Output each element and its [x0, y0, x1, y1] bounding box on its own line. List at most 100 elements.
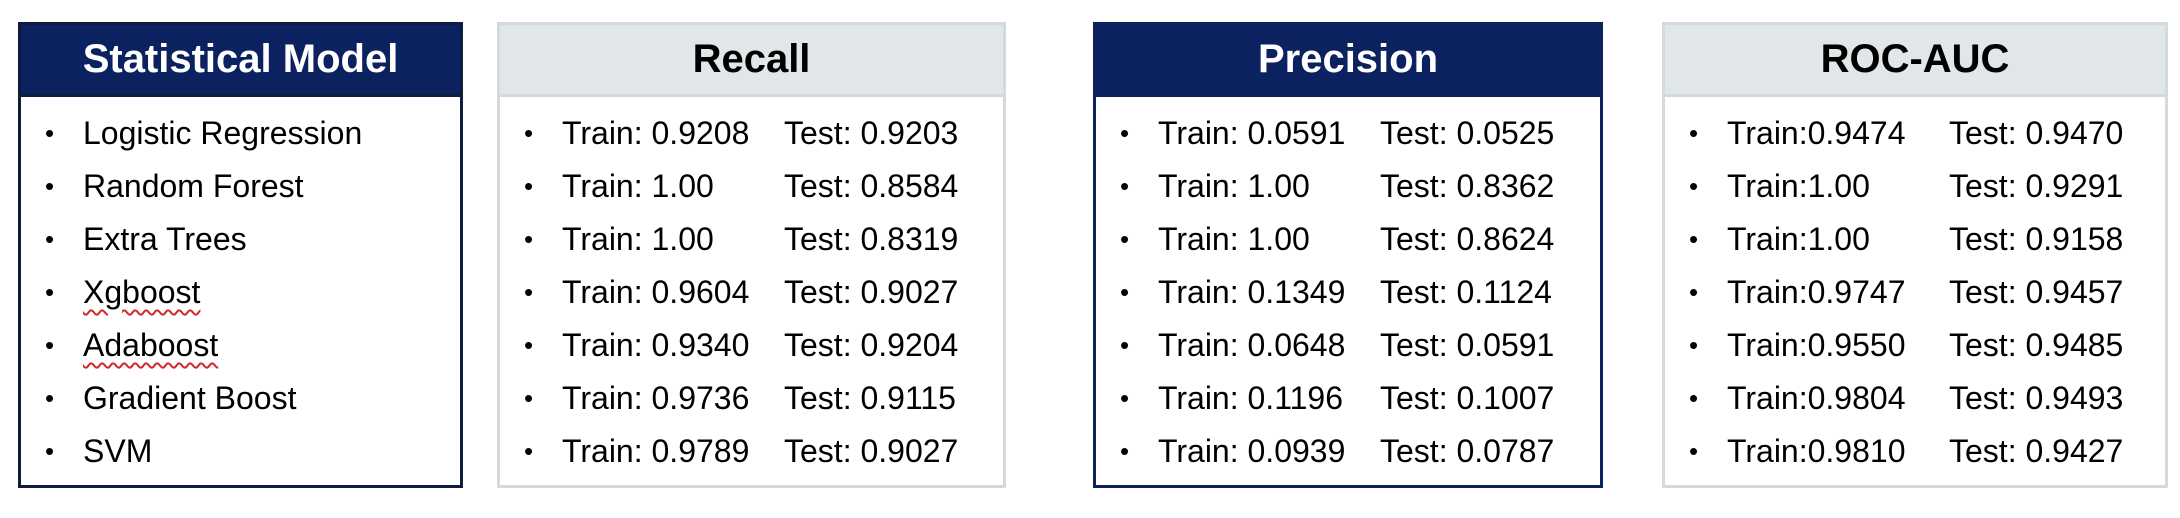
test-value: Test: 0.1007 — [1380, 380, 1555, 416]
bullet-icon: • — [1689, 224, 1699, 254]
bullet-icon: • — [1689, 118, 1699, 148]
train-value: Train: 1.00 — [1158, 168, 1310, 204]
train-value: Train: 1.00 — [562, 168, 714, 204]
model-label: Gradient Boost — [83, 380, 297, 416]
list-item: • Adaboost — [21, 319, 460, 372]
train-value: Train:1.00 — [1727, 168, 1870, 204]
bullet-icon: • — [45, 224, 55, 254]
test-value: Test: 0.9027 — [784, 433, 959, 469]
list-item: • Train:0.9804 Test: 0.9493 — [1665, 372, 2165, 425]
list-item: • Train: 0.9736 Test: 0.9115 — [500, 372, 1003, 425]
bullet-icon: • — [1689, 330, 1699, 360]
bullet-icon: • — [1120, 118, 1130, 148]
list-item: • Train: 0.9208 Test: 0.9203 — [500, 107, 1003, 160]
list-item: • Random Forest — [21, 160, 460, 213]
train-value: Train: 0.0939 — [1158, 433, 1346, 469]
bullet-icon: • — [524, 277, 534, 307]
train-value: Train:1.00 — [1727, 221, 1870, 257]
test-value: Test: 0.9427 — [1949, 433, 2124, 469]
train-value: Train: 0.9789 — [562, 433, 750, 469]
list-item: • Train:0.9474 Test: 0.9470 — [1665, 107, 2165, 160]
statistical-model-panel: Statistical Model • Logistic Regression •… — [18, 22, 463, 488]
list-item: • Train:0.9810 Test: 0.9427 — [1665, 425, 2165, 478]
bullet-icon: • — [1120, 330, 1130, 360]
test-value: Test: 0.9470 — [1949, 115, 2124, 151]
test-value: Test: 0.9027 — [784, 274, 959, 310]
test-value: Test: 0.8624 — [1380, 221, 1555, 257]
list-item: • Train:1.00 Test: 0.9291 — [1665, 160, 2165, 213]
bullet-icon: • — [524, 383, 534, 413]
bullet-icon: • — [1120, 383, 1130, 413]
list-item: • Train: 0.1196 Test: 0.1007 — [1096, 372, 1600, 425]
panel-title: Statistical Model — [21, 25, 460, 97]
list-item: • Train: 1.00 Test: 0.8624 — [1096, 213, 1600, 266]
panel-title: ROC-AUC — [1665, 25, 2165, 97]
train-value: Train:0.9474 — [1727, 115, 1906, 151]
bullet-icon: • — [1120, 171, 1130, 201]
panel-title: Recall — [500, 25, 1003, 97]
bullet-icon: • — [1689, 383, 1699, 413]
precision-panel: Precision • Train: 0.0591 Test: 0.0525 • Tr… — [1093, 22, 1603, 488]
list-item: • Extra Trees — [21, 213, 460, 266]
bullet-icon: • — [524, 436, 534, 466]
bullet-icon: • — [45, 330, 55, 360]
panel-title: Precision — [1096, 25, 1600, 97]
train-value: Train: 0.9736 — [562, 380, 750, 416]
list-item: • Train: 1.00 Test: 0.8319 — [500, 213, 1003, 266]
bullet-icon: • — [524, 118, 534, 148]
train-value: Train: 0.9604 — [562, 274, 750, 310]
train-value: Train: 0.9208 — [562, 115, 750, 151]
test-value: Test: 0.9203 — [784, 115, 959, 151]
test-value: Test: 0.0525 — [1380, 115, 1555, 151]
model-label-spellcheck: Xgboost — [83, 274, 201, 310]
train-value: Train: 0.1349 — [1158, 274, 1346, 310]
list-item: • Train: 0.9604 Test: 0.9027 — [500, 266, 1003, 319]
recall-list: • Train: 0.9208 Test: 0.9203 • Train: 1.00 T… — [500, 97, 1003, 478]
bullet-icon: • — [1120, 277, 1130, 307]
bullet-icon: • — [45, 277, 55, 307]
roc-auc-panel: ROC-AUC • Train:0.9474 Test: 0.9470 • Train… — [1662, 22, 2168, 488]
model-label: Random Forest — [83, 168, 304, 204]
list-item: • Train:1.00 Test: 0.9158 — [1665, 213, 2165, 266]
bullet-icon: • — [45, 171, 55, 201]
bullet-icon: • — [45, 436, 55, 466]
list-item: • SVM — [21, 425, 460, 478]
bullet-icon: • — [1689, 277, 1699, 307]
list-item: • Train: 0.0591 Test: 0.0525 — [1096, 107, 1600, 160]
test-value: Test: 0.8319 — [784, 221, 959, 257]
list-item: • Train: 0.1349 Test: 0.1124 — [1096, 266, 1600, 319]
bullet-icon: • — [1120, 436, 1130, 466]
train-value: Train: 0.0648 — [1158, 327, 1346, 363]
test-value: Test: 0.0591 — [1380, 327, 1555, 363]
list-item: • Train:0.9550 Test: 0.9485 — [1665, 319, 2165, 372]
model-label: Logistic Regression — [83, 115, 363, 151]
train-value: Train:0.9810 — [1727, 433, 1906, 469]
model-label: Extra Trees — [83, 221, 247, 257]
model-list: • Logistic Regression • Random Forest • Ext… — [21, 97, 460, 478]
train-value: Train: 0.0591 — [1158, 115, 1346, 151]
bullet-icon: • — [524, 171, 534, 201]
test-value: Test: 0.8584 — [784, 168, 959, 204]
bullet-icon: • — [1689, 171, 1699, 201]
roc-auc-list: • Train:0.9474 Test: 0.9470 • Train:1.00 Tes… — [1665, 97, 2165, 478]
test-value: Test: 0.9158 — [1949, 221, 2124, 257]
train-value: Train: 0.9340 — [562, 327, 750, 363]
list-item: • Train: 1.00 Test: 0.8584 — [500, 160, 1003, 213]
list-item: • Xgboost — [21, 266, 460, 319]
test-value: Test: 0.9291 — [1949, 168, 2124, 204]
train-value: Train:0.9804 — [1727, 380, 1906, 416]
test-value: Test: 0.0787 — [1380, 433, 1555, 469]
train-value: Train: 1.00 — [1158, 221, 1310, 257]
test-value: Test: 0.1124 — [1380, 274, 1552, 310]
train-value: Train: 0.1196 — [1158, 380, 1343, 416]
list-item: • Train:0.9747 Test: 0.9457 — [1665, 266, 2165, 319]
train-value: Train:0.9550 — [1727, 327, 1906, 363]
bullet-icon: • — [524, 224, 534, 254]
list-item: • Train: 0.9789 Test: 0.9027 — [500, 425, 1003, 478]
test-value: Test: 0.9457 — [1949, 274, 2124, 310]
list-item: • Train: 0.0648 Test: 0.0591 — [1096, 319, 1600, 372]
list-item: • Logistic Regression — [21, 107, 460, 160]
list-item: • Gradient Boost — [21, 372, 460, 425]
test-value: Test: 0.9115 — [784, 380, 956, 416]
test-value: Test: 0.8362 — [1380, 168, 1555, 204]
